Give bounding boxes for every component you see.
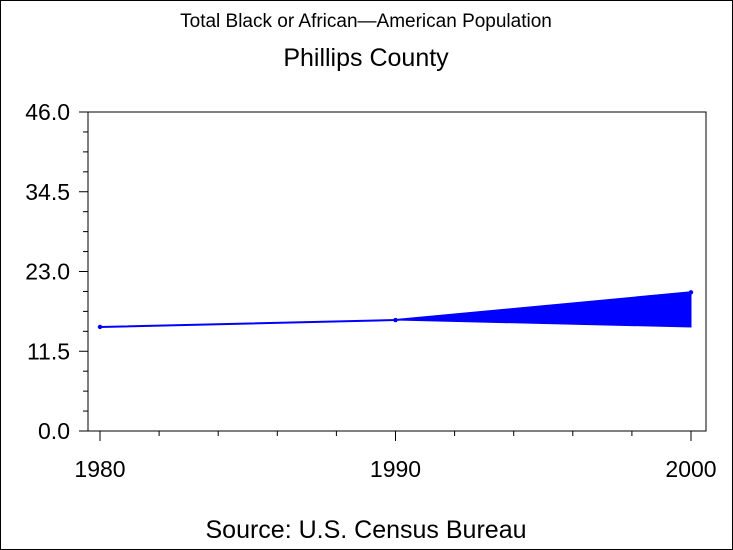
source-note: Source: U.S. Census Bureau bbox=[206, 516, 527, 544]
y-tick-label: 11.5 bbox=[27, 338, 70, 364]
x-tick-label: 1980 bbox=[74, 456, 125, 482]
data-point bbox=[393, 317, 398, 323]
x-tick-label: 1990 bbox=[370, 456, 421, 482]
chart-subtitle: Phillips County bbox=[283, 44, 449, 72]
x-tick-label: 2000 bbox=[665, 456, 716, 482]
data-point bbox=[688, 290, 694, 295]
chart-title: Total Black or African—American Populati… bbox=[180, 11, 552, 32]
y-tick-label: 34.5 bbox=[25, 179, 70, 205]
y-tick-label: 46.0 bbox=[25, 99, 70, 125]
y-tick-label: 23.0 bbox=[25, 259, 70, 285]
y-tick-label: 0.0 bbox=[38, 418, 70, 444]
data-point bbox=[97, 324, 103, 330]
plot-area bbox=[87, 111, 707, 432]
shaded-band bbox=[395, 291, 692, 328]
